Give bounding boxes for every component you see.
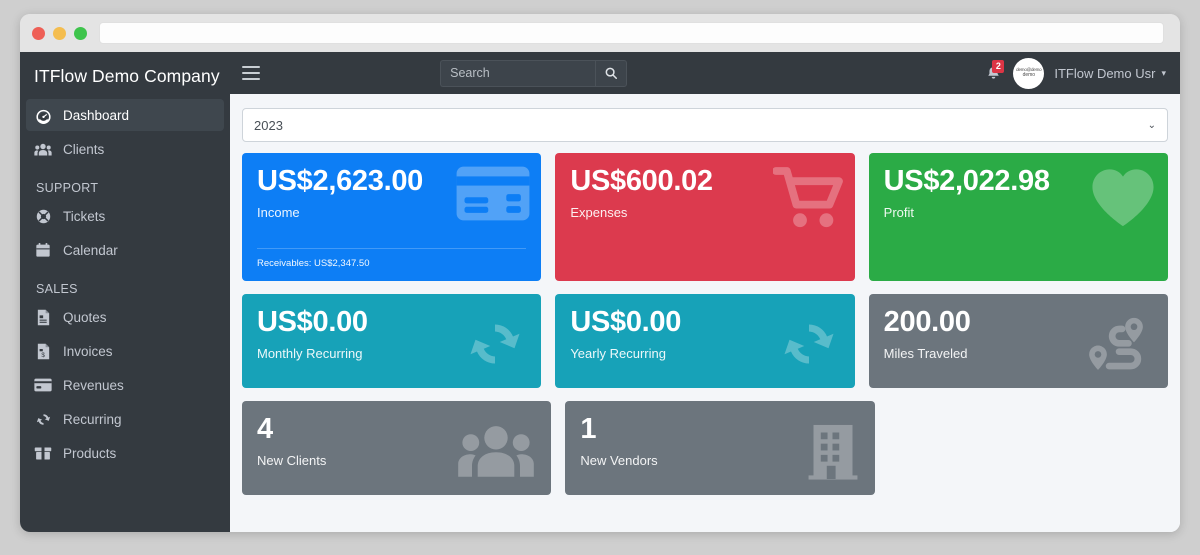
year-filter-value: 2023 xyxy=(254,117,283,133)
stat-card-income[interactable]: US$2,623.00 Income xyxy=(242,153,542,281)
sidebar-section-support: SUPPORT xyxy=(36,181,99,195)
stat-label: Monthly Recurring xyxy=(257,346,363,362)
stat-card-new-clients[interactable]: 4 New Clients xyxy=(242,401,552,495)
browser-chrome xyxy=(20,14,1180,52)
sidebar-item-label: Revenues xyxy=(63,377,124,393)
maximize-window-button[interactable] xyxy=(74,26,87,40)
sidebar-item-dashboard[interactable]: Dashboard xyxy=(26,99,224,131)
sidebar: ITFlow Demo Company Dashboard xyxy=(20,52,230,532)
sidebar-item-label: Products xyxy=(63,445,117,461)
sidebar-nav: Dashboard Clients xyxy=(20,99,230,469)
search-button[interactable] xyxy=(595,59,628,87)
top-navbar: 2 demo@demo demo ITFlow Demo Usr ▾ xyxy=(230,52,1180,94)
year-filter-select[interactable]: 2023 ⌄ xyxy=(242,108,1168,142)
credit-card-icon xyxy=(34,376,52,394)
stat-card-yearly-recurring[interactable]: US$0.00 Yearly Recurring xyxy=(555,294,855,388)
sync-icon xyxy=(779,314,839,374)
card-row-spacer xyxy=(889,401,1168,495)
user-menu-label[interactable]: ITFlow Demo Usr xyxy=(1054,65,1156,81)
stat-card-row: 4 New Clients xyxy=(242,401,1168,495)
sync-icon xyxy=(34,410,52,428)
hamburger-icon[interactable] xyxy=(240,62,262,84)
stat-label: New Clients xyxy=(257,453,327,469)
stat-card-expenses[interactable]: US$600.02 Expenses xyxy=(555,153,855,281)
brand-title[interactable]: ITFlow Demo Company xyxy=(34,66,220,86)
stat-value: 200.00 xyxy=(883,306,971,338)
stat-card-profit[interactable]: US$2,022.98 Profit xyxy=(868,153,1168,281)
tachometer-icon xyxy=(34,106,52,124)
stat-card-miles-traveled[interactable]: 200.00 Miles Traveled xyxy=(868,294,1168,388)
sidebar-item-label: Recurring xyxy=(63,411,122,427)
sidebar-item-quotes[interactable]: Quotes xyxy=(26,301,224,333)
calendar-icon xyxy=(34,241,52,259)
navbar-right: 2 demo@demo demo ITFlow Demo Usr ▾ xyxy=(983,57,1166,89)
stat-label: Profit xyxy=(883,205,914,221)
avatar[interactable]: demo@demo demo xyxy=(1013,57,1045,89)
sidebar-item-clients[interactable]: Clients xyxy=(26,133,224,165)
credit-card-icon xyxy=(455,165,531,222)
stat-card-row: US$2,623.00 Income xyxy=(242,153,1168,281)
chevron-down-icon: ⌄ xyxy=(1147,119,1156,131)
main-content: 2023 ⌄ US$2,623.00 Income xyxy=(230,94,1180,532)
svg-text:$: $ xyxy=(41,351,45,358)
sidebar-item-label: Clients xyxy=(63,141,105,157)
stat-label: New Vendors xyxy=(580,453,658,469)
stat-label: Expenses xyxy=(570,205,628,221)
sidebar-item-invoices[interactable]: $ Invoices xyxy=(26,335,224,367)
heart-icon xyxy=(1088,165,1158,229)
stat-card-row: US$0.00 Monthly Recurring US$0.00 Yearly… xyxy=(242,294,1168,388)
sidebar-item-label: Dashboard xyxy=(63,107,130,123)
sidebar-item-recurring[interactable]: Recurring xyxy=(26,403,224,435)
avatar-line1: demo@demo xyxy=(1016,66,1042,72)
close-window-button[interactable] xyxy=(32,26,45,40)
shopping-cart-icon xyxy=(771,165,845,231)
stat-value: US$0.00 xyxy=(257,306,368,338)
sidebar-item-calendar[interactable]: Calendar xyxy=(26,234,224,266)
box-icon xyxy=(34,444,52,462)
sidebar-item-revenues[interactable]: Revenues xyxy=(26,369,224,401)
users-icon xyxy=(457,421,535,481)
sidebar-item-label: Quotes xyxy=(63,309,107,325)
life-ring-icon xyxy=(34,207,52,225)
minimize-window-button[interactable] xyxy=(53,26,66,40)
sidebar-item-products[interactable]: Products xyxy=(26,437,224,469)
stat-card-monthly-recurring[interactable]: US$0.00 Monthly Recurring xyxy=(242,294,542,388)
stat-value: 1 xyxy=(580,413,597,445)
users-icon xyxy=(34,140,52,158)
url-bar[interactable] xyxy=(99,22,1164,44)
sidebar-item-label: Invoices xyxy=(63,343,113,359)
stat-value: US$600.02 xyxy=(570,165,713,197)
app-shell: ITFlow Demo Company Dashboard xyxy=(20,52,1180,532)
notification-badge: 2 xyxy=(992,59,1005,73)
stat-footer: Receivables: US$2,347.50 xyxy=(257,248,527,269)
stat-value: US$2,022.98 xyxy=(883,165,1050,197)
sidebar-item-label: Tickets xyxy=(63,208,106,224)
stat-card-new-vendors[interactable]: 1 New Vendors xyxy=(565,401,875,495)
search-icon xyxy=(605,67,618,80)
stat-label: Income xyxy=(257,205,300,221)
stat-value: 4 xyxy=(257,413,273,445)
stat-label: Miles Traveled xyxy=(883,346,968,362)
sidebar-item-tickets[interactable]: Tickets xyxy=(26,200,224,232)
file-invoice-icon xyxy=(34,308,52,326)
search-input[interactable] xyxy=(440,59,596,87)
sync-icon xyxy=(465,314,525,374)
chevron-down-icon[interactable]: ▾ xyxy=(1161,67,1166,78)
notifications-button[interactable]: 2 xyxy=(983,59,1005,84)
stat-value: US$2,623.00 xyxy=(257,165,423,197)
building-icon xyxy=(807,421,859,483)
search-form xyxy=(440,59,628,87)
content-area: 2 demo@demo demo ITFlow Demo Usr ▾ 2023 … xyxy=(230,52,1180,532)
stat-label: Yearly Recurring xyxy=(570,346,666,362)
route-icon xyxy=(1080,314,1152,376)
sidebar-item-label: Calendar xyxy=(63,242,118,258)
avatar-line2: demo xyxy=(1022,71,1036,78)
traffic-lights xyxy=(32,26,87,40)
browser-window: ITFlow Demo Company Dashboard xyxy=(20,14,1180,532)
stat-value: US$0.00 xyxy=(570,306,682,338)
sidebar-section-sales: SALES xyxy=(36,282,78,296)
file-invoice-dollar-icon: $ xyxy=(34,342,52,360)
